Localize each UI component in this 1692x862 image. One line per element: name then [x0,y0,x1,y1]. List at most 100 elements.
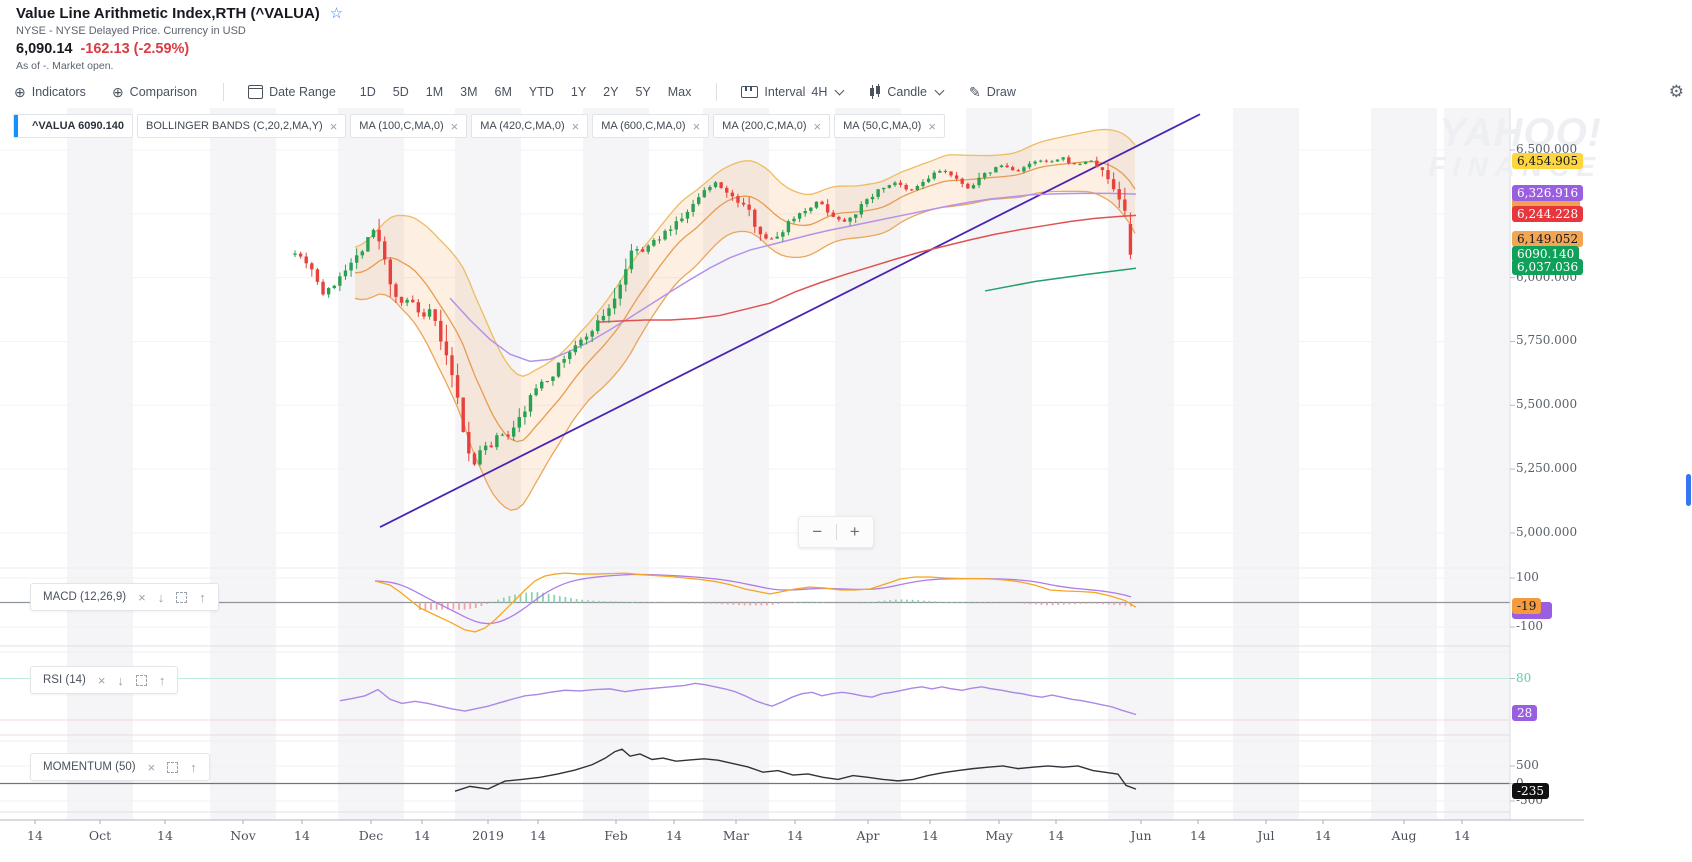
settings-gear-icon[interactable]: ⚙ [1668,82,1684,101]
x-axis-label: Apr [856,828,880,843]
x-axis-label: 14 [666,828,682,843]
close-icon[interactable]: × [571,118,580,134]
x-axis-label: 14 [530,828,546,843]
range-button-ytd[interactable]: YTD [528,85,554,99]
move-up-icon[interactable]: ↑ [199,589,206,605]
close-icon[interactable]: × [329,118,338,134]
x-axis-label: Aug [1391,828,1417,843]
momentum-axis-tick: 500 [1516,758,1539,772]
x-axis-label: Oct [88,828,112,843]
legend-chip[interactable]: MA (50,C,MA,0) × [834,114,945,138]
price-badge: 6090.140 [1512,245,1580,262]
close-icon[interactable]: × [928,118,936,134]
legend-chip-label: MA (200,C,MA,0) [722,120,807,132]
y-axis-tick: 5,000.000 [1516,524,1578,539]
range-button-5y[interactable]: 5Y [635,85,651,99]
expand-icon[interactable] [167,761,179,773]
chart-toolbar: ⊕ Indicators ⊕ Comparison Date Range 1D 5… [14,80,1042,104]
favorite-star-icon[interactable]: ☆ [329,5,344,22]
expand-icon[interactable] [176,591,188,603]
draw-button[interactable]: ✎ Draw [969,84,1016,101]
legend-chip-row: ^VALUA 6090.140 BOLLINGER BANDS (C,20,2,… [13,114,945,138]
price-badge: 6,149.052 [1512,230,1584,247]
move-down-icon[interactable]: ↓ [117,672,124,688]
move-up-icon[interactable]: ↑ [158,672,166,688]
legend-chip[interactable]: MA (600,C,MA,0) × [592,114,710,138]
x-axis-label: 14 [1454,828,1470,843]
comparison-label: Comparison [129,85,198,99]
legend-chip[interactable]: MA (420,C,MA,0) × [471,114,589,138]
close-icon[interactable]: × [450,118,459,134]
zoom-in-button[interactable]: + [849,522,860,541]
macd-axis-tick: -100 [1516,619,1543,633]
x-axis-label: 14 [1190,828,1206,843]
scrollbar-thumb[interactable] [1686,474,1691,506]
interval-label: Interval [764,85,806,99]
legend-chip-label: MA (50,C,MA,0) [843,120,922,132]
rsi-badge: 28 [1512,705,1538,722]
close-icon[interactable]: × [813,118,822,134]
date-range-label: Date Range [269,85,336,99]
chart-type-dropdown[interactable]: Candle [869,84,945,99]
macd-pane-chip: MACD (12,26,9) × ↓ ↑ [30,583,219,611]
chart-canvas[interactable] [0,108,1692,824]
comparison-button[interactable]: ⊕ Comparison [112,85,197,99]
pencil-icon: ✎ [969,83,981,100]
x-axis-label: 14 [787,828,803,843]
indicators-button[interactable]: ⊕ Indicators [14,85,86,99]
date-range-button[interactable]: Date Range [248,85,336,99]
range-button-1m[interactable]: 1M [425,85,444,99]
interval-value: 4H [811,85,828,99]
chart-type-label: Candle [887,85,927,99]
legend-chip[interactable]: MA (200,C,MA,0) × [713,114,831,138]
range-button-6m[interactable]: 6M [494,85,512,99]
symbol-color-bar [14,115,18,137]
symbol-legend-label: ^VALUA 6090.140 [32,120,125,132]
range-button-2y[interactable]: 2Y [603,85,619,99]
indicators-label: Indicators [31,85,86,99]
y-axis-tick: 5,750.000 [1516,333,1578,348]
draw-label: Draw [986,85,1016,99]
price-change: -162.13 (-2.59%) [80,41,190,57]
expand-icon[interactable] [135,674,147,686]
x-axis-label: 14 [414,828,430,843]
as-of-text: As of -. Market open. [16,60,114,72]
move-up-icon[interactable]: ↑ [190,759,197,775]
x-axis-label: 14 [27,828,43,843]
momentum-label: MOMENTUM (50) [43,761,136,773]
range-buttons: 1D 5D 1M 3M 6M YTD 1Y 2Y 5Y Max [360,85,709,99]
rsi-pane-chip: RSI (14) × ↓ ↑ [30,666,179,694]
quote-header: Value Line Arithmetic Index,RTH (^VALUA)… [16,5,343,72]
zoom-divider [835,524,837,540]
x-axis-label: Jun [1130,828,1152,843]
zoom-controls: − + [798,516,874,548]
close-icon[interactable]: × [692,118,701,134]
close-icon[interactable]: × [147,759,156,775]
toolbar-divider [716,83,718,101]
interval-dropdown[interactable]: Interval 4H [741,85,845,99]
range-button-3m[interactable]: 3M [460,85,478,99]
range-button-max[interactable]: Max [667,85,692,99]
x-axis-label: Feb [604,828,628,843]
zoom-out-button[interactable]: − [812,522,823,541]
move-down-icon[interactable]: ↓ [157,589,165,605]
range-button-1y[interactable]: 1Y [570,85,587,99]
legend-chip[interactable]: MA (100,C,MA,0) × [350,114,468,138]
interval-icon [741,86,759,98]
momentum-badge: -235 [1512,782,1549,799]
rsi-axis-tick: 80 [1516,670,1532,685]
symbol-legend-chip[interactable]: ^VALUA 6090.140 [13,114,134,138]
price-badge: 6,037.036 [1512,259,1584,276]
legend-chip-label: MA (420,C,MA,0) [480,120,565,132]
macd-badge: -19 [1512,598,1542,615]
x-axis-label: Jul [1257,828,1275,843]
close-icon[interactable]: × [138,589,146,605]
price-badge: 6,326.916 [1512,185,1584,202]
close-icon[interactable]: × [97,672,106,688]
x-axis-label: May [985,828,1013,843]
range-button-1d[interactable]: 1D [359,85,376,99]
range-button-5d[interactable]: 5D [392,85,409,99]
x-axis-label: 2019 [472,828,504,843]
legend-chip[interactable]: BOLLINGER BANDS (C,20,2,MA,Y) × [137,114,347,138]
